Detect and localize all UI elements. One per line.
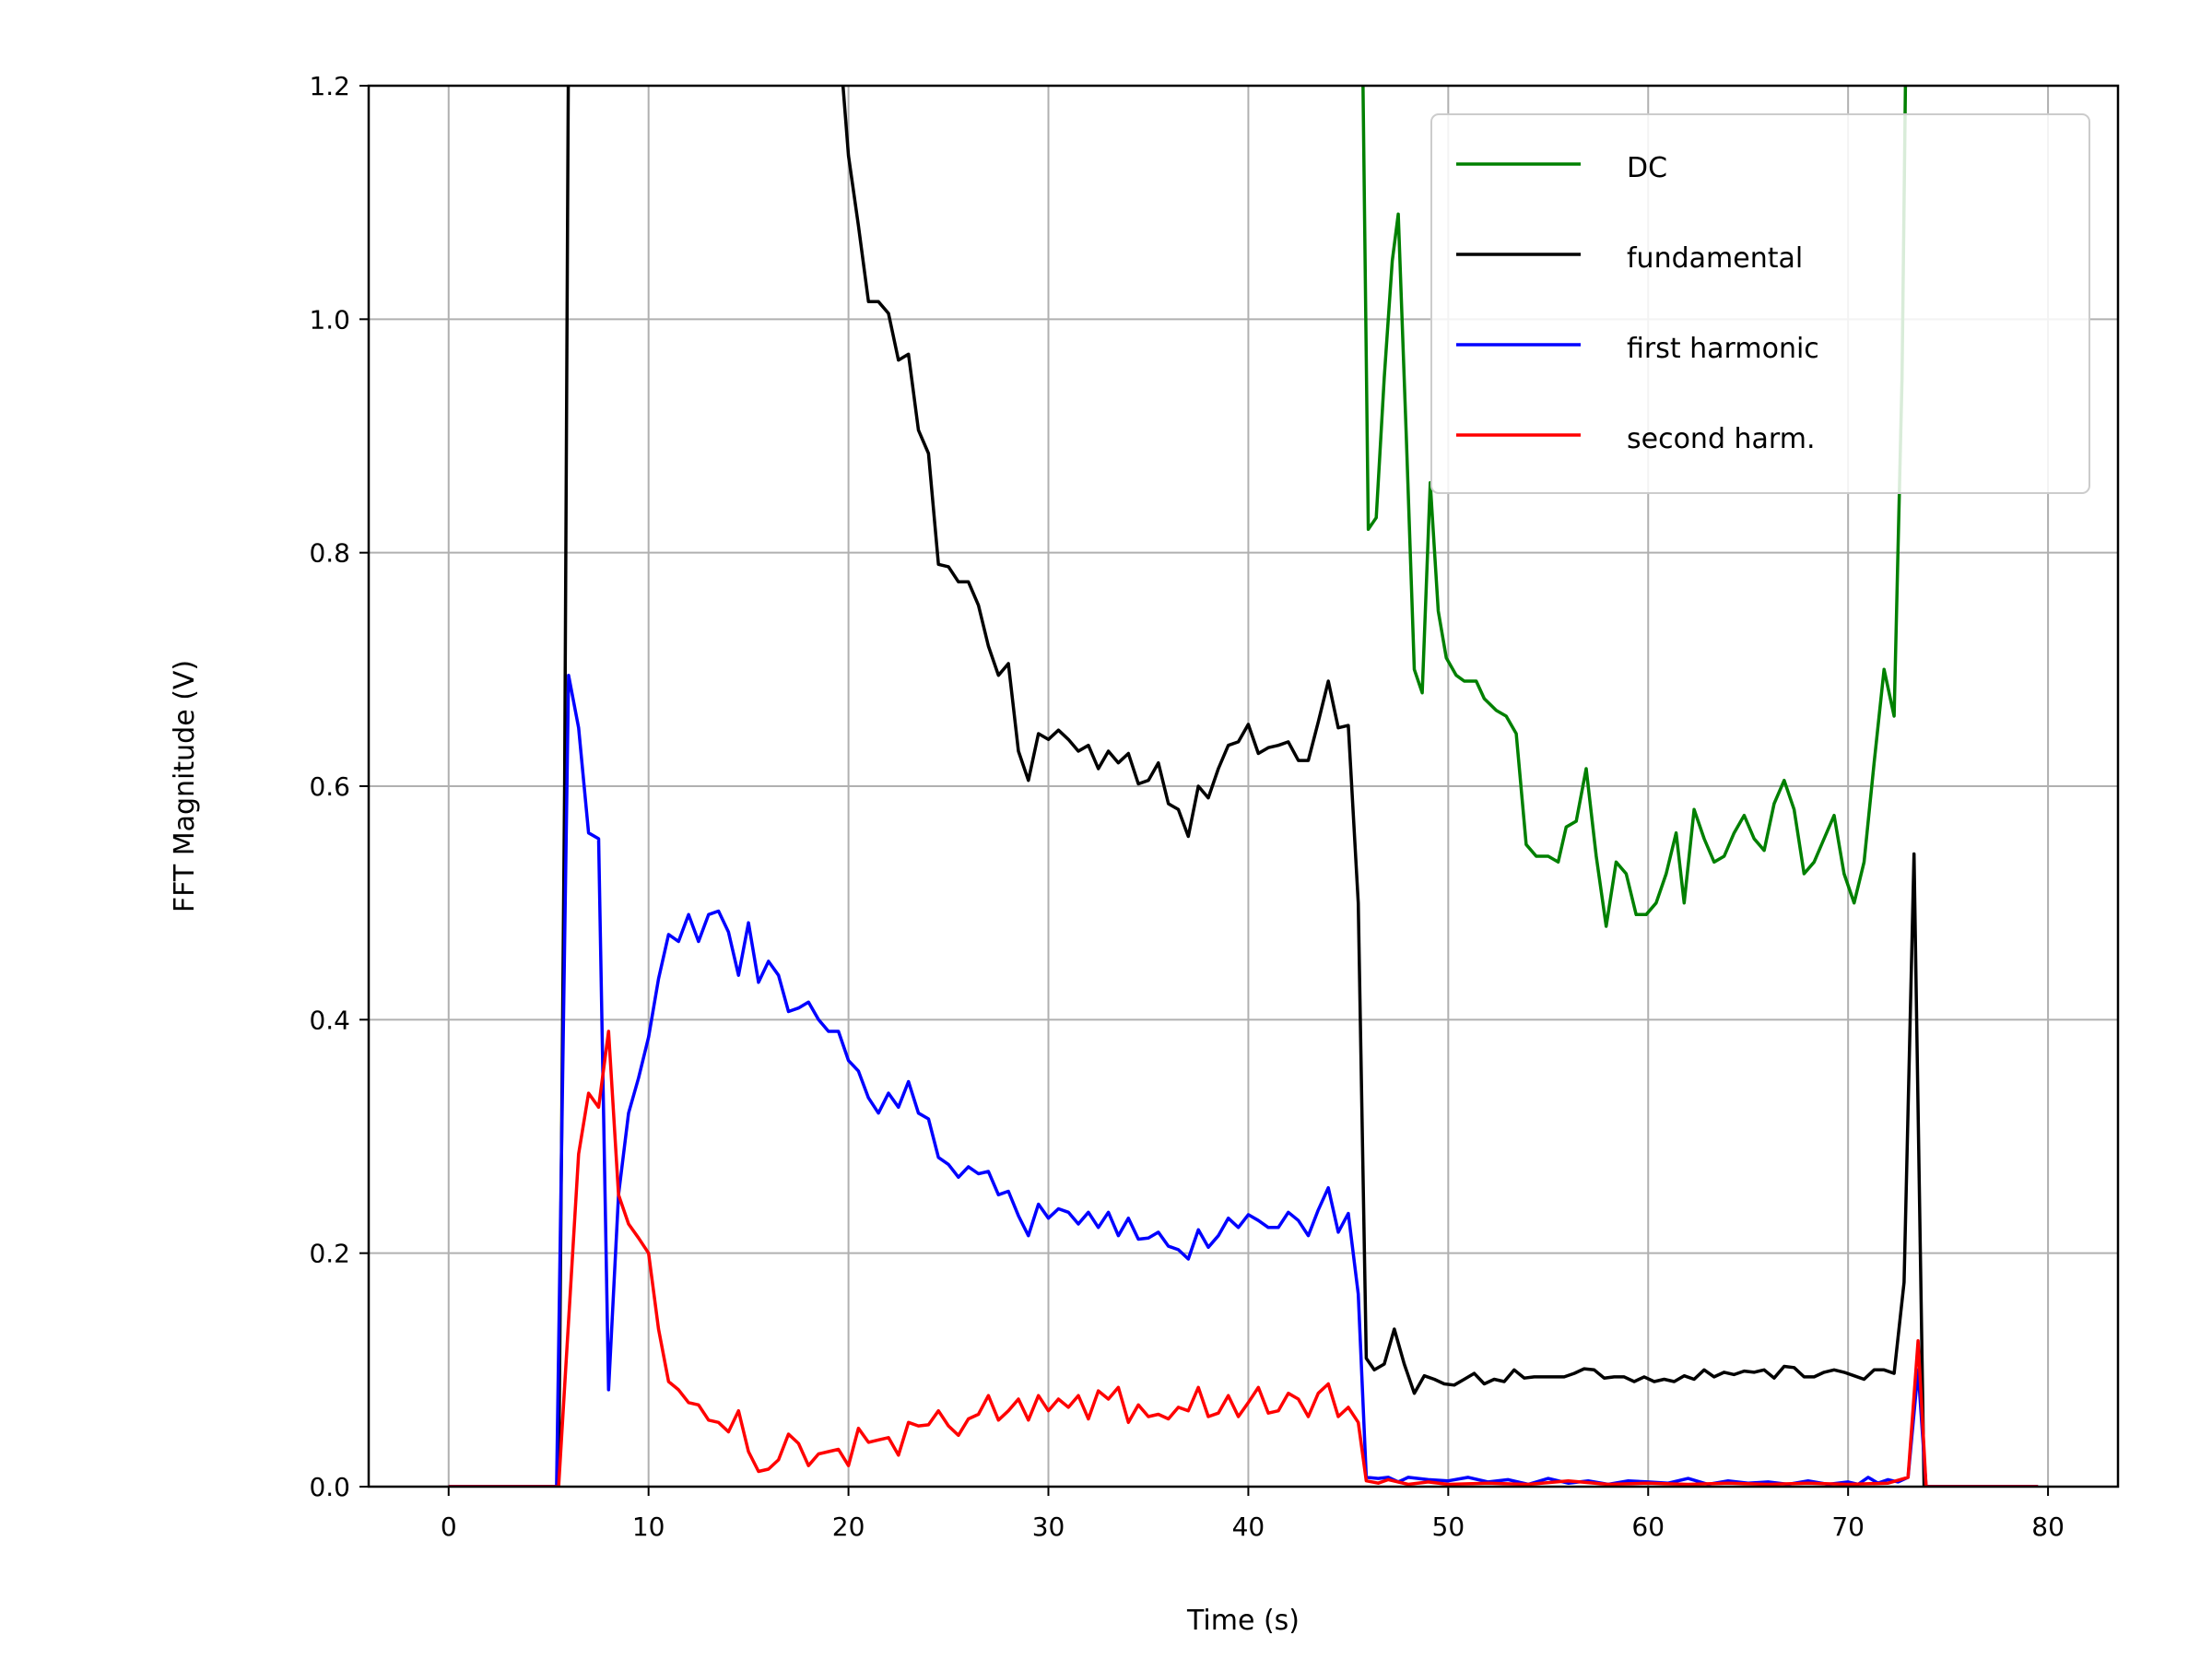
y-tick-label: 0.0	[309, 1472, 350, 1502]
x-tick-label: 10	[632, 1512, 665, 1542]
x-tick-label: 20	[832, 1512, 865, 1542]
legend-label-fundamental: fundamental	[1627, 242, 1803, 275]
series-line-dc	[1361, 86, 1908, 928]
x-tick-label: 50	[1432, 1512, 1465, 1542]
x-tick-label: 0	[441, 1512, 457, 1542]
legend: DC fundamental first harmonic second harm.	[1430, 113, 2090, 494]
x-tick-label: 80	[2031, 1512, 2065, 1542]
legend-label-second-harm: second harm.	[1627, 423, 1816, 455]
x-tick-label: 30	[1032, 1512, 1065, 1542]
legend-label-first-harmonic: first harmonic	[1627, 333, 1819, 365]
series-line-second-harm	[448, 1030, 2039, 1487]
data-series	[448, 86, 2039, 1487]
y-tick-label: 1.2	[309, 71, 350, 101]
y-tick-label: 0.4	[309, 1005, 350, 1035]
legend-box	[1430, 113, 2090, 494]
x-tick-label: 70	[1831, 1512, 1865, 1542]
y-tick-label: 1.0	[309, 304, 350, 335]
y-tick-label: 0.8	[309, 538, 350, 569]
x-axis-label: Time (s)	[1186, 1605, 1300, 1637]
x-tick-label: 60	[1631, 1512, 1665, 1542]
series-line-fundamental	[448, 86, 2039, 1487]
axis-ticks: 0 10 20 30 40 50 60 70 80 0.0 0.2 0.4 0.6 0.8 1.0 1.2	[309, 71, 2064, 1542]
y-tick-label: 0.6	[309, 771, 350, 802]
legend-label-dc: DC	[1627, 152, 1667, 184]
x-tick-label: 40	[1232, 1512, 1265, 1542]
y-tick-label: 0.2	[309, 1239, 350, 1269]
y-axis-label: FFT Magnitude (V)	[169, 660, 201, 912]
